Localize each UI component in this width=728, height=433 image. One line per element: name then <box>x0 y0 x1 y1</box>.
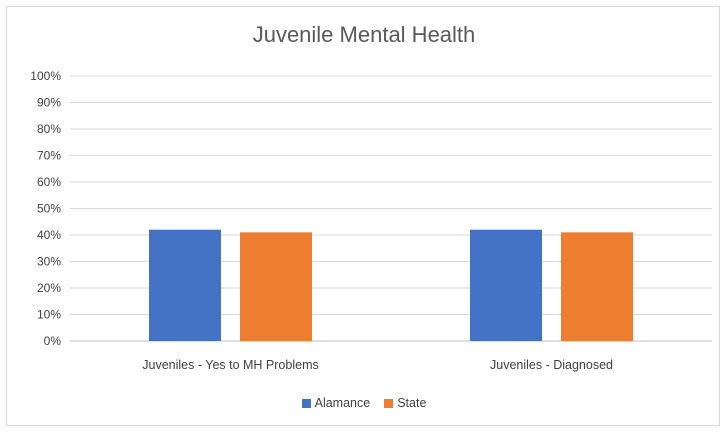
y-tick-label: 30% <box>37 255 61 269</box>
y-tick-label: 100% <box>30 69 61 83</box>
y-tick-label: 70% <box>37 149 61 163</box>
chart-title: Juvenile Mental Health <box>252 22 476 47</box>
legend-item-state: State <box>384 396 426 410</box>
legend: Alamance State <box>0 396 728 410</box>
bar-alamance-1 <box>470 229 542 341</box>
x-category-label: Juveniles - Diagnosed <box>490 358 613 372</box>
y-tick-label: 10% <box>37 308 61 322</box>
y-tick-label: 60% <box>37 175 61 189</box>
y-tick-label: 20% <box>37 281 61 295</box>
y-tick-label: 50% <box>37 202 61 216</box>
bar-alamance-0 <box>149 229 221 341</box>
y-tick-label: 80% <box>37 122 61 136</box>
legend-swatch-alamance <box>301 398 311 408</box>
y-tick-label: 0% <box>44 334 62 348</box>
y-tick-label: 40% <box>37 228 61 242</box>
legend-swatch-state <box>384 398 394 408</box>
legend-label-state: State <box>397 396 427 410</box>
y-tick-label: 90% <box>37 96 61 110</box>
bar-state-1 <box>561 232 633 341</box>
legend-label-alamance: Alamance <box>314 396 371 410</box>
legend-item-alamance: Alamance <box>301 396 371 410</box>
x-category-label: Juveniles - Yes to MH Problems <box>142 358 318 372</box>
bar-state-0 <box>240 232 312 341</box>
